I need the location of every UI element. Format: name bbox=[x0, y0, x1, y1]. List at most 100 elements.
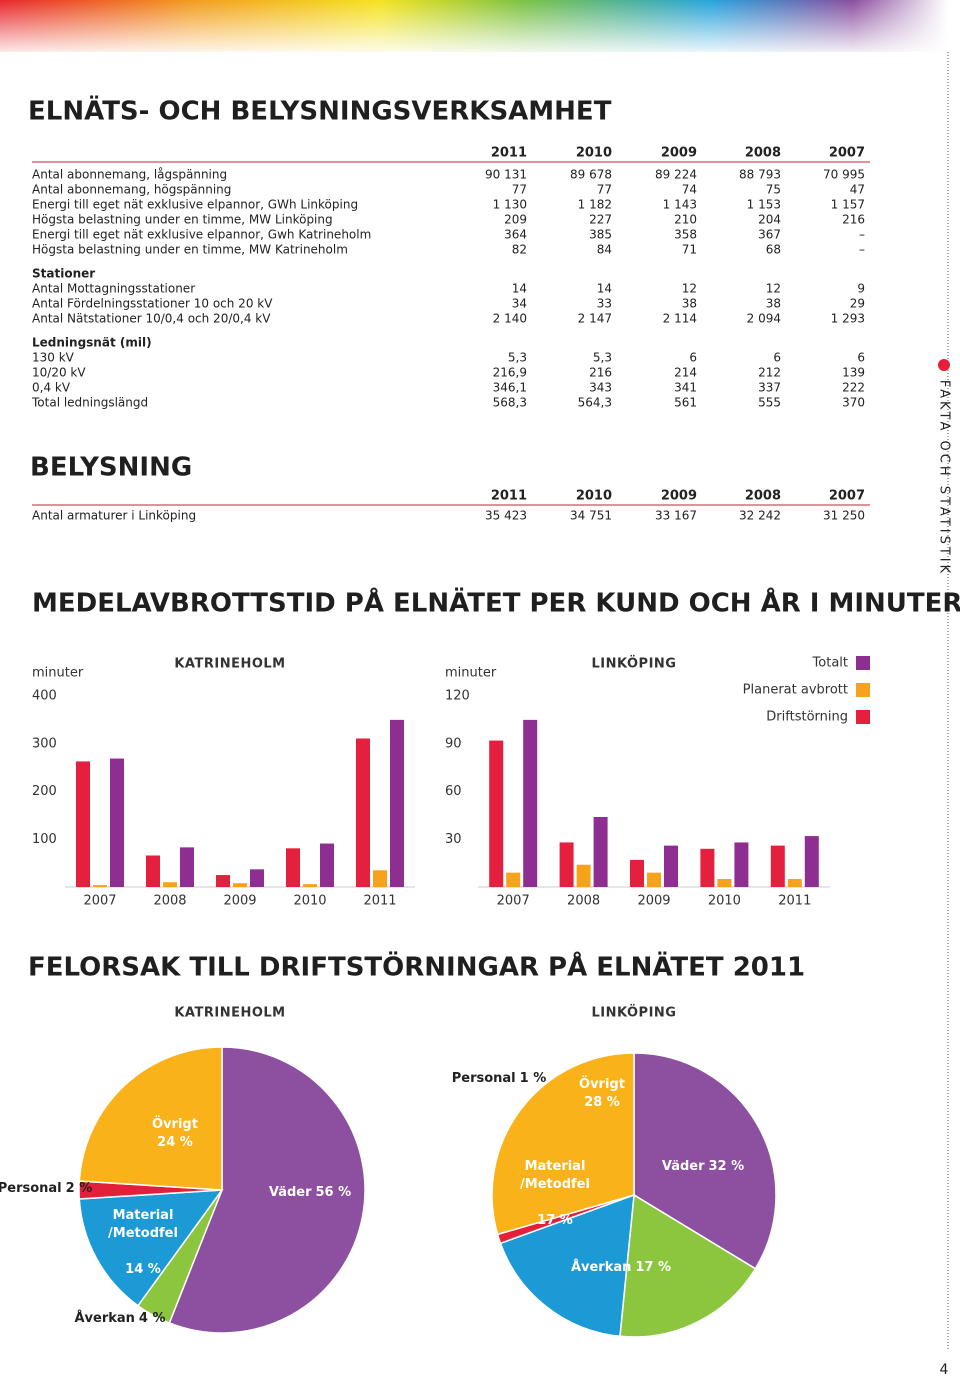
pie-slice bbox=[633, 1052, 777, 1270]
column-header: 2008 bbox=[745, 146, 781, 161]
side-text: FAKTA OCH STATISTIK bbox=[937, 380, 952, 576]
cell: 12 bbox=[766, 282, 781, 296]
slice-name-cont: /Metodfel bbox=[108, 1226, 178, 1241]
cell: 1 182 bbox=[578, 198, 612, 212]
cell: 367 bbox=[758, 228, 781, 242]
cell: 370 bbox=[842, 396, 865, 410]
y-tick-label: 90 bbox=[445, 736, 462, 751]
slice-value: 24 % bbox=[157, 1135, 193, 1150]
bar bbox=[734, 842, 749, 887]
bar bbox=[647, 872, 661, 887]
bar bbox=[180, 847, 194, 887]
bar bbox=[523, 719, 538, 887]
axis-label: minuter bbox=[445, 666, 497, 681]
cell: 33 bbox=[597, 297, 612, 311]
bar bbox=[250, 869, 264, 887]
cell: 337 bbox=[758, 381, 781, 395]
slice-name: Övrigt bbox=[152, 1116, 198, 1132]
x-tick-label: 2009 bbox=[223, 894, 256, 909]
x-tick-label: 2008 bbox=[153, 894, 186, 909]
cell: 2 094 bbox=[747, 312, 781, 326]
bar bbox=[664, 845, 678, 887]
row-label: Antal abonnemang, högspänning bbox=[32, 183, 231, 197]
bar bbox=[320, 843, 334, 887]
cell: 5,3 bbox=[593, 351, 612, 365]
cell: 2 140 bbox=[493, 312, 527, 326]
bar bbox=[700, 848, 715, 887]
y-tick-label: 300 bbox=[32, 736, 57, 751]
slice-value: 4 % bbox=[139, 1311, 166, 1326]
y-tick-label: 100 bbox=[32, 832, 57, 847]
cell: 33 167 bbox=[655, 509, 697, 523]
x-tick-label: 2009 bbox=[637, 894, 670, 909]
section-title: FELORSAK TILL DRIFTSTÖRNINGAR PÅ ELNÄTET… bbox=[28, 950, 805, 983]
cell: 74 bbox=[682, 183, 697, 197]
cell: 89 224 bbox=[655, 168, 697, 182]
row-label: Antal Mottagningsstationer bbox=[32, 282, 195, 296]
legend-swatch bbox=[856, 683, 870, 697]
cell: 77 bbox=[597, 183, 612, 197]
cell: 9 bbox=[857, 282, 865, 296]
slice-label: Material/Metodfel 17 % bbox=[520, 1159, 590, 1228]
cell: 139 bbox=[842, 366, 865, 380]
row-label: 0,4 kV bbox=[32, 381, 71, 395]
slice-value: 14 % bbox=[125, 1262, 161, 1277]
row-label: Högsta belastning under en timme, MW Lin… bbox=[32, 213, 333, 227]
cell: 1 293 bbox=[831, 312, 865, 326]
cell: 35 423 bbox=[485, 509, 527, 523]
column-header: 2009 bbox=[661, 146, 697, 161]
bar bbox=[804, 836, 819, 887]
bar bbox=[489, 740, 504, 887]
x-tick-label: 2008 bbox=[567, 894, 600, 909]
cell: 47 bbox=[850, 183, 865, 197]
cell: 341 bbox=[674, 381, 697, 395]
slice-value: 56 % bbox=[316, 1185, 352, 1200]
row-label: Högsta belastning under en timme, MW Kat… bbox=[32, 243, 348, 257]
cell: 227 bbox=[589, 213, 612, 227]
pie-slice bbox=[78, 1046, 223, 1191]
slice-name: Material bbox=[113, 1208, 174, 1223]
cell: 1 157 bbox=[831, 198, 865, 212]
column-header: 2007 bbox=[829, 146, 865, 161]
legend-swatch bbox=[856, 656, 870, 670]
x-tick-label: 2011 bbox=[778, 894, 811, 909]
bar bbox=[356, 738, 370, 887]
section-title: MEDELAVBROTTSTID PÅ ELNÄTET PER KUND OCH… bbox=[32, 587, 960, 619]
page-number: 4 bbox=[940, 1362, 949, 1378]
cell: 343 bbox=[589, 381, 612, 395]
column-header: 2008 bbox=[745, 489, 781, 504]
slice-value: 28 % bbox=[584, 1095, 620, 1110]
bar bbox=[559, 842, 574, 887]
slice-name: Åverkan bbox=[571, 1259, 631, 1275]
cell: 1 143 bbox=[663, 198, 697, 212]
cell: 555 bbox=[758, 396, 781, 410]
row-label: 10/20 kV bbox=[32, 366, 86, 380]
slice-value: 17 % bbox=[537, 1213, 573, 1228]
cell: 561 bbox=[674, 396, 697, 410]
chart-title: KATRINEHOLM bbox=[174, 1006, 285, 1021]
slice-label: Personal 2 % bbox=[0, 1181, 92, 1196]
slice-value: 17 % bbox=[635, 1260, 671, 1275]
y-tick-label: 120 bbox=[445, 689, 470, 704]
cell: 6 bbox=[857, 351, 865, 365]
x-tick-label: 2007 bbox=[497, 894, 530, 909]
cell: 88 793 bbox=[739, 168, 781, 182]
cell: 84 bbox=[597, 243, 612, 257]
row-label: Energi till eget nät exklusive elpannor,… bbox=[32, 198, 358, 212]
slice-label: Övrigt 24 % bbox=[152, 1116, 198, 1150]
bar bbox=[76, 761, 90, 887]
slice-name: Väder bbox=[269, 1185, 312, 1200]
pie-slice bbox=[619, 1193, 757, 1338]
slice-label: Åverkan 17 % bbox=[571, 1259, 671, 1275]
slice-value: 1 % bbox=[520, 1071, 547, 1086]
row-label: Antal armaturer i Linköping bbox=[32, 509, 196, 523]
row-label: Antal Fördelningsstationer 10 och 20 kV bbox=[32, 297, 273, 311]
slice-name: Personal bbox=[452, 1071, 516, 1086]
chart-title: LINKÖPING bbox=[592, 1005, 677, 1021]
cell: 2 147 bbox=[578, 312, 612, 326]
cell: 222 bbox=[842, 381, 865, 395]
cell: 71 bbox=[682, 243, 697, 257]
row-label: Antal abonnemang, lågspänning bbox=[32, 168, 227, 182]
bar bbox=[110, 758, 124, 887]
slice-value: 2 % bbox=[66, 1181, 93, 1196]
